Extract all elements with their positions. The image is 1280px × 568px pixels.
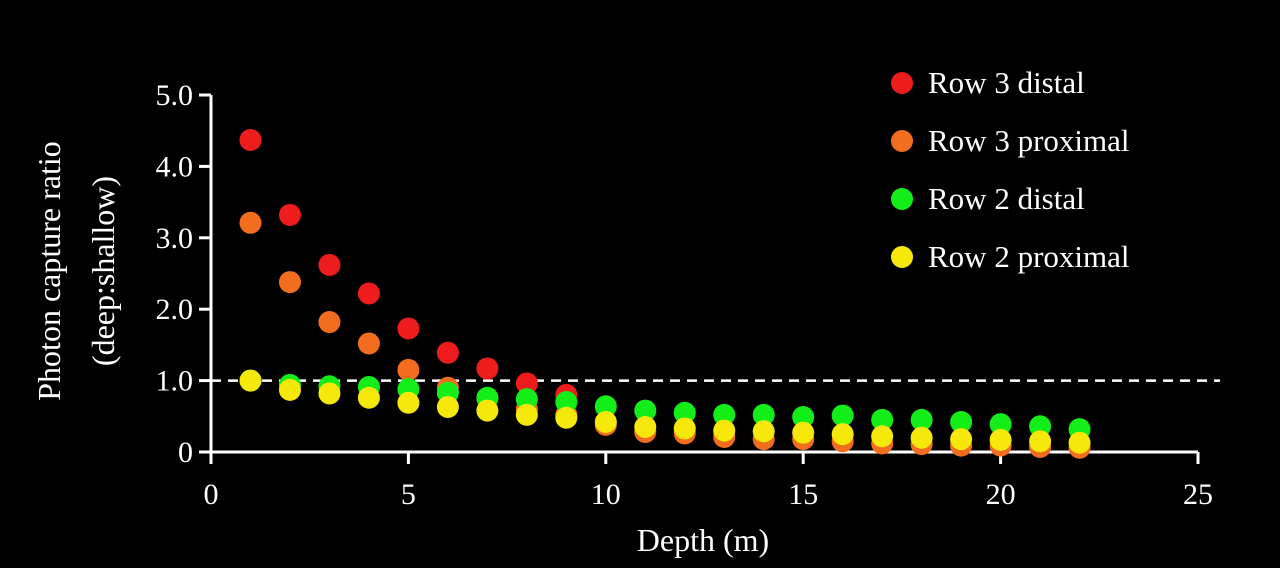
data-point-row-3-proximal bbox=[239, 211, 262, 234]
data-point-row-3-distal bbox=[357, 282, 380, 305]
y-axis-ticks: 0 1.0 2.0 3.0 4.0 5.0 bbox=[156, 79, 211, 469]
data-point-row-3-distal bbox=[436, 341, 459, 364]
y-tick-label: 4.0 bbox=[156, 150, 194, 183]
data-point-row-2-proximal bbox=[871, 425, 894, 448]
data-point-row-2-distal bbox=[950, 411, 973, 434]
data-point-row-2-proximal bbox=[476, 399, 499, 422]
x-tick-label: 25 bbox=[1183, 478, 1213, 511]
data-point-row-2-distal bbox=[594, 395, 617, 418]
data-point-row-2-proximal bbox=[318, 382, 341, 405]
x-tick-label: 5 bbox=[401, 478, 416, 511]
data-point-row-2-proximal bbox=[792, 421, 815, 444]
x-axis-title: Depth (m) bbox=[637, 522, 769, 558]
data-point-row-2-proximal bbox=[673, 417, 696, 440]
data-point-row-2-distal bbox=[752, 403, 775, 426]
x-tick-label: 15 bbox=[788, 478, 818, 511]
data-point-row-2-distal bbox=[634, 399, 657, 422]
data-point-row-2-distal bbox=[831, 404, 854, 427]
data-point-row-3-proximal bbox=[357, 332, 380, 355]
data-point-row-2-distal bbox=[555, 391, 578, 414]
x-tick-label: 10 bbox=[591, 478, 621, 511]
data-point-row-2-proximal bbox=[397, 391, 420, 414]
legend-marker-row-3-distal bbox=[891, 72, 913, 94]
y-tick-label: 3.0 bbox=[156, 222, 194, 255]
legend-label-row-2-distal: Row 2 distal bbox=[928, 181, 1085, 216]
data-point-row-2-proximal bbox=[1029, 430, 1052, 453]
data-point-row-2-proximal bbox=[950, 428, 973, 451]
data-point-row-2-distal bbox=[713, 403, 736, 426]
data-point-row-3-distal bbox=[476, 357, 499, 380]
y-tick-label: 5.0 bbox=[156, 79, 194, 112]
data-point-row-2-distal bbox=[515, 388, 538, 411]
data-point-row-3-distal bbox=[239, 128, 262, 151]
data-point-row-2-proximal bbox=[831, 423, 854, 446]
legend: Row 3 distal Row 3 proximal Row 2 distal Ro… bbox=[891, 65, 1130, 274]
data-point-row-2-distal bbox=[910, 408, 933, 431]
data-point-row-2-distal bbox=[871, 408, 894, 431]
legend-label-row-3-distal: Row 3 distal bbox=[928, 65, 1085, 100]
data-point-row-2-proximal bbox=[1068, 431, 1091, 454]
data-point-row-2-proximal bbox=[752, 420, 775, 443]
x-tick-label: 20 bbox=[986, 478, 1016, 511]
data-point-row-2-proximal bbox=[555, 406, 578, 429]
data-point-row-2-proximal bbox=[515, 403, 538, 426]
legend-marker-row-2-proximal bbox=[891, 246, 913, 268]
data-point-row-2-distal bbox=[792, 406, 815, 429]
legend-label-row-3-proximal: Row 3 proximal bbox=[928, 123, 1130, 158]
data-point-row-2-proximal bbox=[436, 396, 459, 419]
y-axis-title-line2: (deep:shallow) bbox=[85, 176, 121, 366]
data-point-row-2-proximal bbox=[910, 426, 933, 449]
y-axis-title: Photon capture ratio (deep:shallow) bbox=[31, 141, 121, 400]
y-tick-label: 1.0 bbox=[156, 365, 194, 398]
legend-marker-row-2-distal bbox=[891, 188, 913, 210]
data-points bbox=[239, 128, 1091, 459]
data-point-row-2-proximal bbox=[239, 369, 262, 392]
y-axis-title-line1: Photon capture ratio bbox=[31, 141, 67, 400]
data-point-row-3-distal bbox=[318, 253, 341, 276]
x-tick-label: 0 bbox=[204, 478, 219, 511]
data-point-row-2-distal bbox=[989, 413, 1012, 436]
data-point-row-3-distal bbox=[397, 317, 420, 340]
legend-marker-row-3-proximal bbox=[891, 130, 913, 152]
x-axis-ticks: 0 5 10 15 20 25 bbox=[204, 452, 1213, 511]
data-point-row-2-proximal bbox=[594, 411, 617, 434]
data-point-row-2-proximal bbox=[357, 386, 380, 409]
data-point-row-2-proximal bbox=[989, 428, 1012, 451]
data-point-row-3-proximal bbox=[397, 358, 420, 381]
data-point-row-2-proximal bbox=[634, 416, 657, 439]
y-tick-label: 0 bbox=[178, 436, 193, 469]
y-tick-label: 2.0 bbox=[156, 293, 194, 326]
data-point-row-2-proximal bbox=[713, 419, 736, 442]
data-point-row-3-proximal bbox=[278, 271, 301, 294]
data-point-row-2-proximal bbox=[278, 378, 301, 401]
data-point-row-2-distal bbox=[673, 401, 696, 424]
legend-label-row-2-proximal: Row 2 proximal bbox=[928, 239, 1130, 274]
data-point-row-3-proximal bbox=[318, 311, 341, 334]
data-point-row-3-distal bbox=[515, 372, 538, 395]
data-point-row-3-distal bbox=[278, 203, 301, 226]
